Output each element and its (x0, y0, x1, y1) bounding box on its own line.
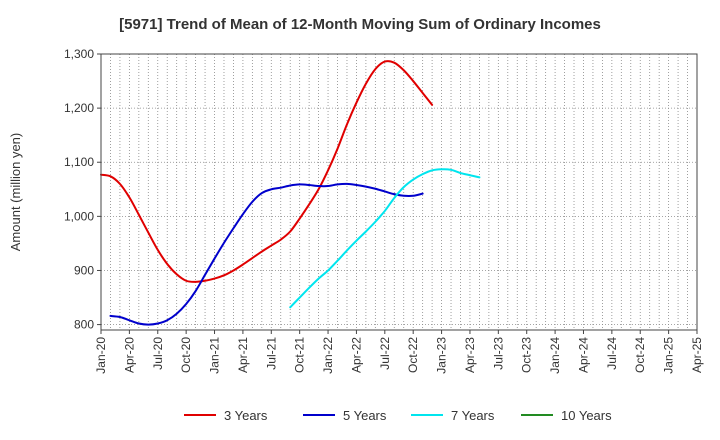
series-layer (100, 60, 481, 326)
x-tick-label: Jan-20 (94, 337, 108, 374)
y-tick-label: 1,100 (64, 155, 94, 169)
x-tick-label: Apr-24 (576, 337, 590, 373)
x-tick-label: Apr-21 (236, 337, 250, 373)
y-tick-label: 1,200 (64, 101, 94, 115)
legend: 3 Years 5 Years 7 Years 10 Years (184, 408, 612, 423)
series-line-3-years (100, 60, 434, 283)
y-tick-label: 1,000 (64, 209, 94, 223)
x-tick-label: Oct-22 (406, 337, 420, 373)
y-tick-label: 800 (74, 318, 94, 332)
x-axis-ticks: Jan-20 Apr-20 Jul-20 Oct-20 Jan-21 Apr-21 Jul-… (94, 330, 704, 374)
x-tick-label: Jan-21 (208, 337, 222, 374)
legend-label: 3 Years (224, 408, 268, 423)
x-tick-label: Jul-22 (378, 337, 392, 370)
x-tick-label: Oct-24 (633, 337, 647, 373)
x-tick-label: Jul-20 (151, 337, 165, 370)
x-tick-label: Apr-25 (690, 337, 704, 373)
x-tick-label: Jan-25 (662, 337, 676, 374)
x-tick-label: Apr-23 (463, 337, 477, 373)
legend-label: 10 Years (561, 408, 612, 423)
x-tick-label: Oct-21 (293, 337, 307, 373)
legend-label: 7 Years (451, 408, 495, 423)
y-axis-ticks: 800 900 1,000 1,100 1,200 1,300 (64, 47, 101, 332)
y-axis-title: Amount (million yen) (8, 133, 23, 252)
x-tick-label: Jul-24 (605, 337, 619, 370)
x-tick-label: Oct-20 (179, 337, 193, 373)
x-tick-label: Jul-23 (491, 337, 505, 370)
legend-label: 5 Years (343, 408, 387, 423)
y-tick-label: 900 (74, 263, 94, 277)
x-tick-label: Jul-21 (264, 337, 278, 370)
x-tick-label: Oct-23 (520, 337, 534, 373)
chart-title: [5971] Trend of Mean of 12-Month Moving … (119, 16, 601, 33)
x-tick-label: Apr-22 (349, 337, 363, 373)
x-tick-label: Jan-23 (435, 337, 449, 374)
plot-frame (100, 53, 698, 331)
x-tick-label: Apr-20 (122, 337, 136, 373)
x-tick-label: Jan-24 (548, 337, 562, 374)
series-line-5-years (109, 182, 424, 326)
series-line-7-years (289, 168, 481, 309)
y-tick-label: 1,300 (64, 47, 94, 61)
x-tick-label: Jan-22 (321, 337, 335, 374)
